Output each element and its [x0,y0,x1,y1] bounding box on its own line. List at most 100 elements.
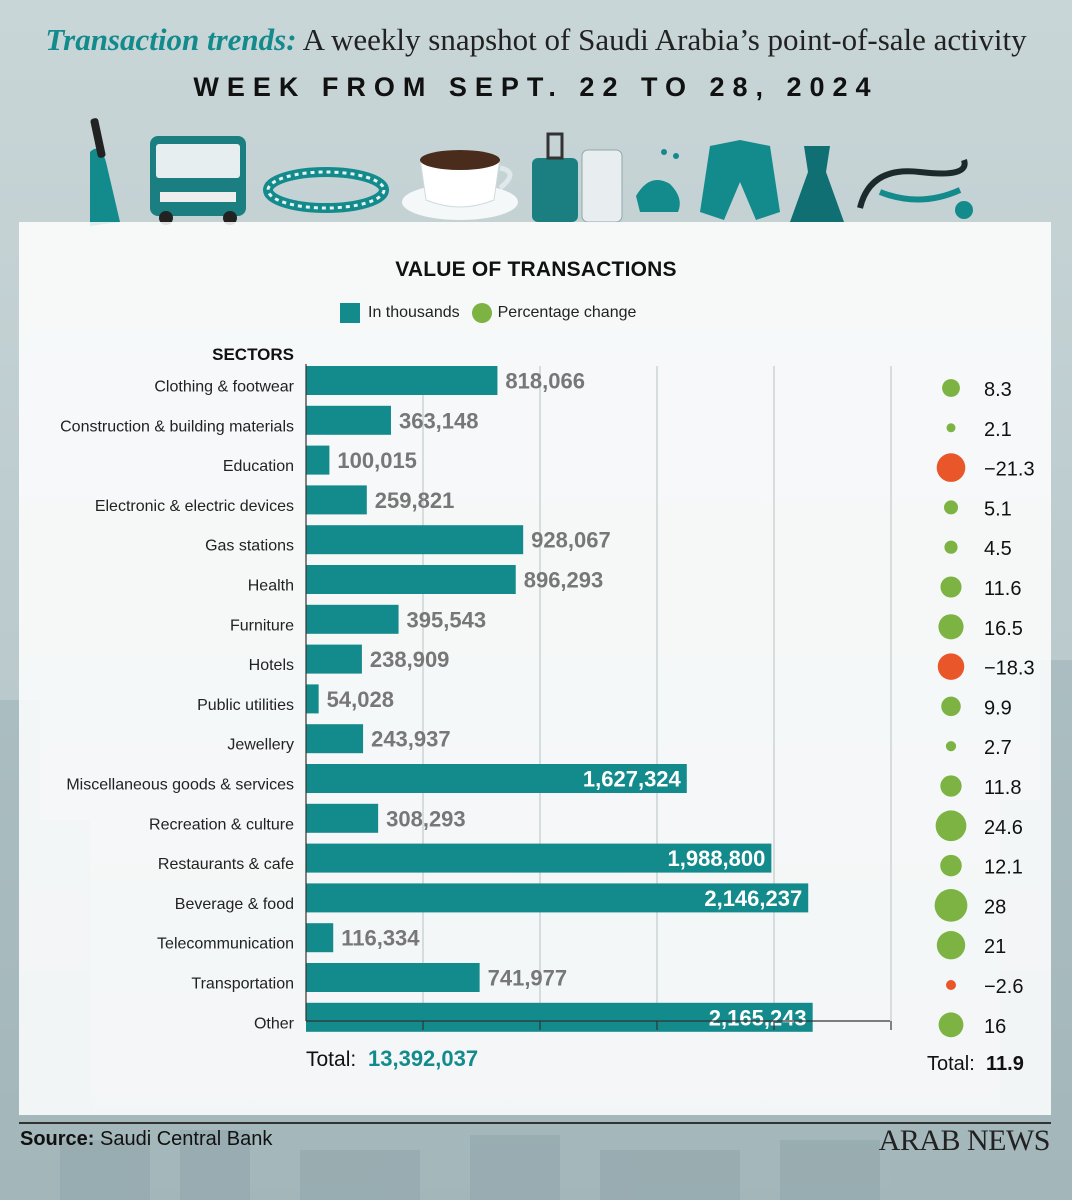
category-label: Telecommunication [157,936,294,953]
headline-text: A weekly snapshot of Saudi Arabia’s poin… [296,22,1027,57]
change-value-label: 4.5 [984,538,1012,560]
change-dot [942,379,960,397]
total-change-label: Total: [927,1053,975,1075]
category-label: Restaurants & cafe [158,856,294,873]
legend-change-label: Percentage change [497,304,637,321]
sector-illustrations [90,118,973,226]
bar [306,803,379,833]
bar-value-label: 54,028 [327,687,394,712]
legend-change-swatch [471,303,492,323]
bus-icon [150,136,246,225]
bar [306,644,362,674]
change-value-label: 5.1 [984,498,1012,520]
change-dot [936,930,966,960]
bracelet-icon [263,167,389,213]
change-dot [943,500,959,515]
change-value-label: 12.1 [984,857,1023,879]
bar-value-label: 100,015 [337,448,417,473]
category-label: Construction & building materials [60,418,294,435]
bar [306,604,399,634]
coffee-cup-icon [402,150,518,220]
change-value-label: 2.7 [984,737,1012,759]
bar-value-label: 1,988,800 [668,846,766,871]
change-value-label: 11.6 [984,578,1021,600]
bar [306,565,516,594]
category-label: Electronic & electric devices [95,498,294,515]
bar-value-label: 818,066 [505,369,585,394]
legend-value-label: In thousands [368,304,460,321]
change-value-label: 21 [984,936,1006,958]
bar [306,684,319,714]
source-label: Source: [20,1128,95,1150]
week-subhead: WEEK FROM SEPT. 22 TO 28, 2024 [193,72,879,102]
change-value-label: 8.3 [984,379,1012,401]
change-dot [940,775,962,797]
change-dot [941,696,961,717]
bar-value-label: 395,543 [407,607,487,632]
change-value-label: −18.3 [984,658,1035,680]
change-dot [935,810,967,842]
change-value-label: −2.6 [984,976,1023,998]
category-label: Recreation & culture [149,816,294,833]
category-label: Miscellaneous goods & services [66,777,294,794]
change-dot [946,980,956,990]
bar-value-label: 1,627,324 [583,767,682,792]
change-dot [934,888,968,922]
headline-lead: Transaction trends: [45,22,297,57]
luggage-icon [532,132,623,223]
total-value-label: Total: [306,1048,356,1071]
change-value-label: 16 [984,1016,1006,1038]
chart-panel [19,222,1051,1115]
jacket-icon [700,140,780,220]
change-dot [937,653,965,680]
bar [306,366,498,395]
source-value: Saudi Central Bank [94,1128,273,1150]
change-dot [940,854,962,877]
bar [306,764,687,793]
legend: In thousands Percentage change [340,301,636,325]
dress-icon [790,146,844,222]
bar [306,963,480,992]
bar [306,883,809,913]
brand-logo: ARAB NEWS [878,1124,1051,1157]
footer-rule [19,1122,1051,1124]
bar-value-label: 741,977 [488,966,568,991]
bar [306,445,330,475]
category-label: Health [248,578,294,595]
change-dot [938,1012,964,1038]
bar [306,843,772,873]
total-value: 13,392,037 [368,1046,478,1071]
change-value-label: 9.9 [984,697,1012,719]
bar-value-label: 308,293 [386,806,466,831]
category-label: Beverage & food [175,896,294,913]
bar-value-label: 259,821 [375,488,455,513]
bar-value-label: 238,909 [370,647,450,672]
bar-value-label: 896,293 [524,568,604,593]
bar [306,525,524,555]
category-label: Furniture [230,617,294,634]
change-dot [940,576,962,598]
change-value-label: 24.6 [984,817,1023,839]
change-value-label: 11.8 [984,777,1021,799]
phone-hand-icon [90,118,120,226]
sectors-header: SECTORS [212,345,294,364]
category-label: Clothing & footwear [154,379,294,396]
legend-value-swatch [340,303,360,323]
category-label: Hotels [249,657,294,674]
change-dot [945,741,957,752]
bar [306,724,364,754]
shoes-icon [636,149,680,212]
bar-value-label: 2,165,243 [709,1005,807,1030]
category-label: Education [223,458,294,475]
change-dot [936,453,966,482]
category-label: Jewellery [227,737,294,754]
bar-value-label: 2,146,237 [704,886,802,911]
change-value-label: 16.5 [984,618,1023,640]
category-label: Other [254,1015,295,1032]
bar [306,405,391,435]
change-dot [946,423,956,433]
category-label: Gas stations [205,538,294,555]
bar [306,1002,813,1032]
bar [306,485,367,515]
